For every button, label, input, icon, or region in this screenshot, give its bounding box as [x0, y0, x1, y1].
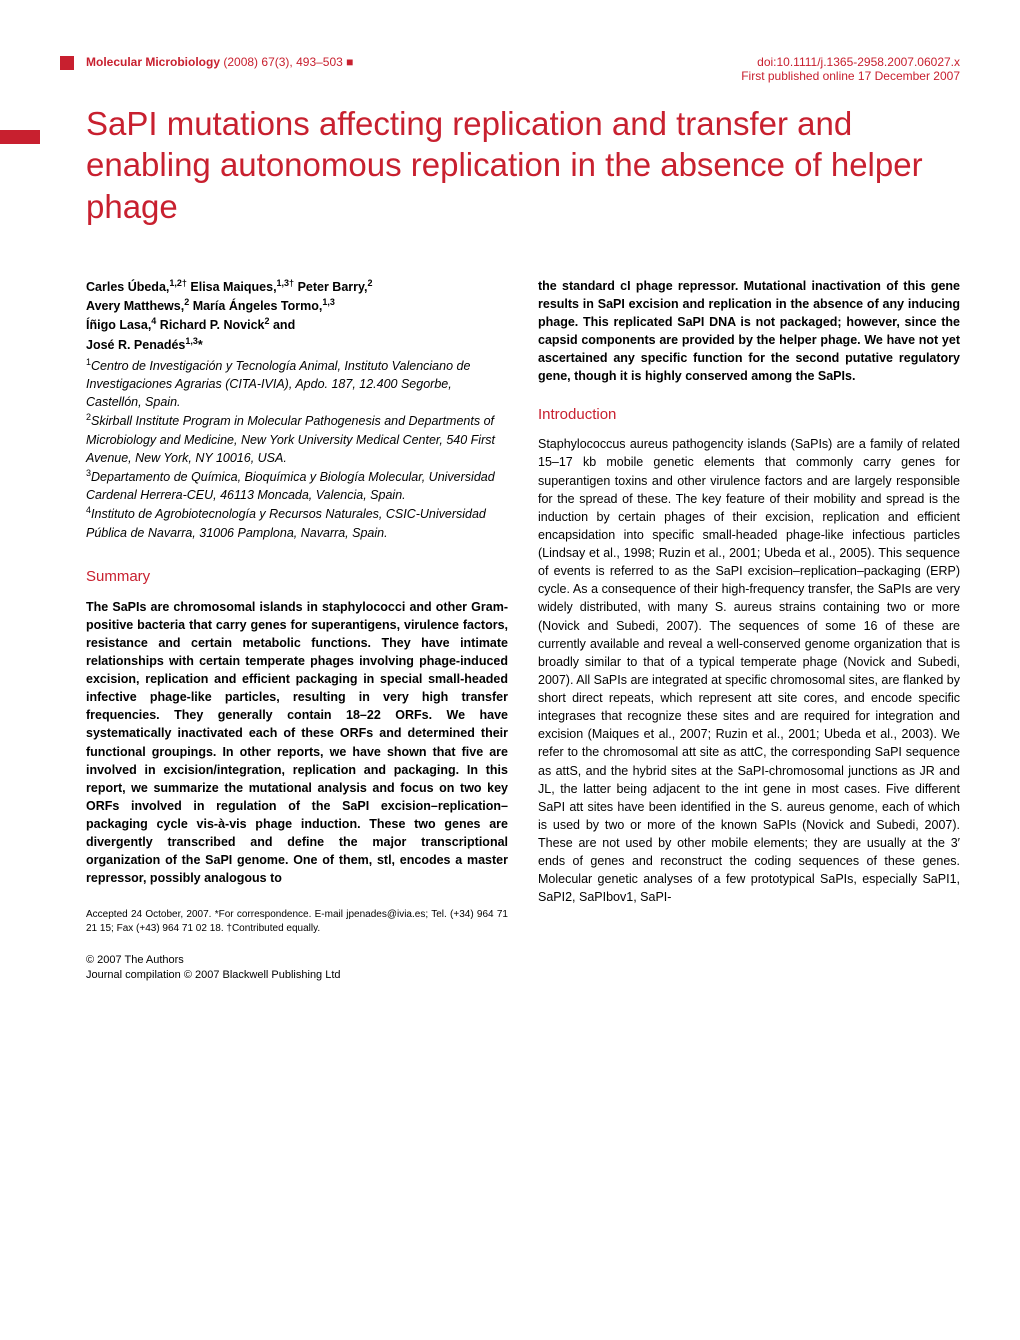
- header-left: Molecular Microbiology (2008) 67(3), 493…: [86, 55, 353, 69]
- header-right: doi:10.1111/j.1365-2958.2007.06027.x Fir…: [741, 55, 960, 83]
- aff-2: Skirball Institute Program in Molecular …: [86, 415, 495, 465]
- article-title: SaPI mutations affecting replication and…: [86, 103, 960, 227]
- right-column: the standard cI phage repressor. Mutatio…: [538, 277, 960, 985]
- intro-heading: Introduction: [538, 404, 960, 426]
- author-2: Elisa Maiques,: [190, 280, 276, 294]
- author-star: *: [198, 338, 203, 352]
- first-published: First published online 17 December 2007: [741, 69, 960, 83]
- author-6: Íñigo Lasa,: [86, 318, 151, 332]
- intro-text: Staphylococcus aureus pathogencity islan…: [538, 435, 960, 906]
- accepted-note: Accepted 24 October, 2007. *For correspo…: [86, 908, 508, 937]
- author-sup-4: 2: [184, 297, 189, 307]
- doi: doi:10.1111/j.1365-2958.2007.06027.x: [741, 55, 960, 69]
- copyright-1: © 2007 The Authors: [86, 953, 508, 969]
- header-red-square: [60, 56, 74, 70]
- author-3: Peter Barry,: [298, 280, 368, 294]
- issue: 67(3),: [261, 55, 292, 69]
- title-block: SaPI mutations affecting replication and…: [60, 103, 960, 227]
- author-sup-5: 1,3: [322, 297, 335, 307]
- author-1: Carles Úbeda,: [86, 280, 169, 294]
- author-4: Avery Matthews,: [86, 299, 184, 313]
- content-columns: Carles Úbeda,1,2† Elisa Maiques,1,3† Pet…: [60, 277, 960, 985]
- author-and: and: [273, 318, 295, 332]
- square-char: ■: [346, 55, 353, 69]
- author-5: María Ángeles Tormo,: [193, 299, 323, 313]
- aff-1: Centro de Investigación y Tecnología Ani…: [86, 359, 470, 409]
- author-sup-6: 4: [151, 316, 156, 326]
- pages: 493–503: [296, 55, 343, 69]
- aff-4: Instituto de Agrobiotecnología y Recurso…: [86, 508, 486, 540]
- header-bar: Molecular Microbiology (2008) 67(3), 493…: [60, 55, 960, 83]
- journal-name: Molecular Microbiology: [86, 55, 220, 69]
- author-7: Richard P. Novick: [160, 318, 265, 332]
- copyright: © 2007 The Authors Journal compilation ©…: [86, 953, 508, 985]
- summary-text: The SaPIs are chromosomal islands in sta…: [86, 598, 508, 888]
- year-vol: (2008): [223, 55, 258, 69]
- authors: Carles Úbeda,1,2† Elisa Maiques,1,3† Pet…: [86, 277, 508, 354]
- title-accent-bar: [0, 130, 40, 144]
- author-sup-8: 1,3: [185, 336, 198, 346]
- author-sup-3: 2: [368, 278, 373, 288]
- summary-continuation: the standard cI phage repressor. Mutatio…: [538, 277, 960, 386]
- author-8: José R. Penadés: [86, 338, 185, 352]
- left-column: Carles Úbeda,1,2† Elisa Maiques,1,3† Pet…: [86, 277, 508, 985]
- affiliations: 1Centro de Investigación y Tecnología An…: [86, 356, 508, 542]
- summary-heading: Summary: [86, 566, 508, 588]
- author-sup-1: 1,2†: [169, 278, 187, 288]
- author-sup-7: 2: [264, 316, 269, 326]
- author-sup-2: 1,3†: [277, 278, 295, 288]
- aff-3: Departamento de Química, Bioquímica y Bi…: [86, 470, 495, 502]
- copyright-2: Journal compilation © 2007 Blackwell Pub…: [86, 968, 508, 984]
